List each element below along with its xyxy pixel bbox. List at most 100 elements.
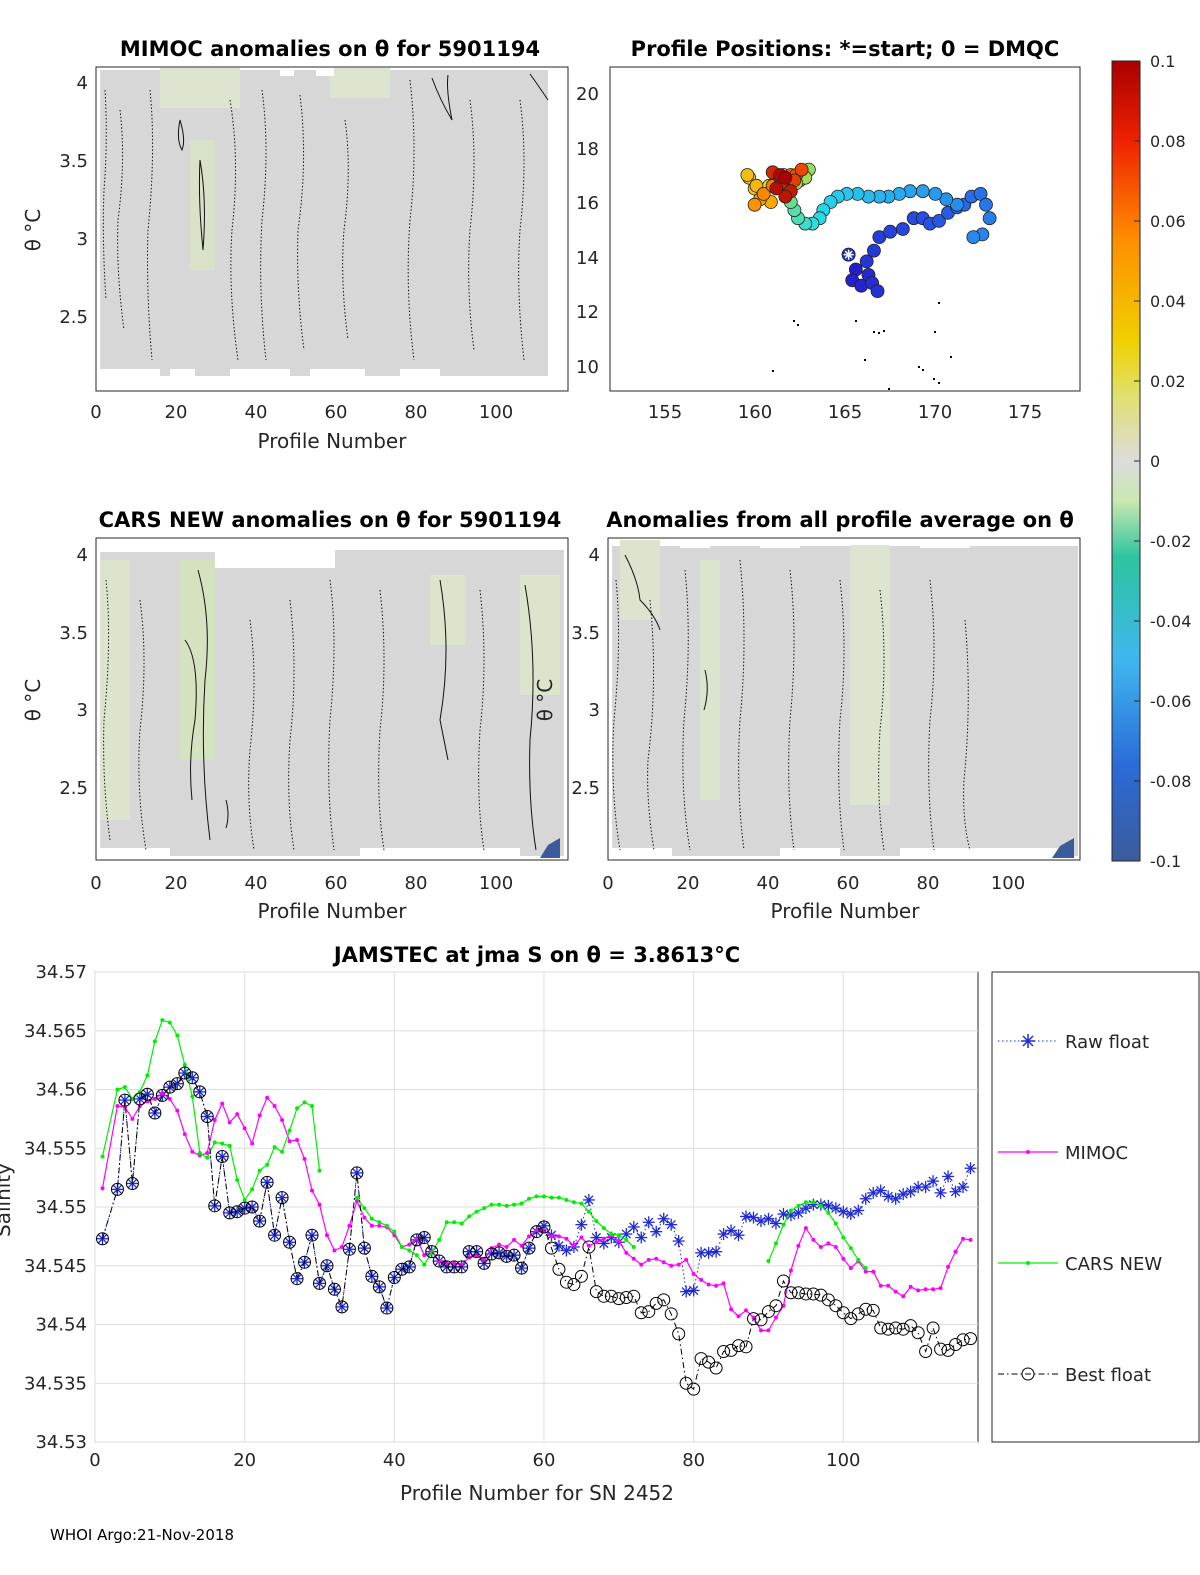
data-point (863, 1269, 868, 1274)
data-point (624, 1250, 629, 1255)
allavg-xtick: 40 (757, 873, 780, 894)
positions-x-axis: 155 160 165 170 175 (648, 402, 1042, 423)
data-point (197, 1150, 202, 1155)
colorbar: 0.1 0.08 0.06 0.04 0.02 0 -0.02 -0.04 -0.06 -0.08… (1111, 52, 1191, 871)
data-point (822, 1199, 835, 1212)
data-point (313, 1277, 326, 1290)
data-point (560, 1244, 573, 1257)
data-point (552, 1262, 566, 1276)
data-point (901, 1294, 906, 1299)
data-point (844, 1312, 858, 1326)
data-point (665, 1218, 678, 1231)
data-point (886, 1283, 891, 1288)
position-marker (740, 168, 755, 182)
data-point (732, 1339, 746, 1353)
data-point (777, 1208, 790, 1221)
data-point (739, 1340, 753, 1354)
data-point (312, 1276, 326, 1290)
data-point (564, 1236, 569, 1241)
data-point (462, 1245, 476, 1259)
data-point (878, 1283, 883, 1288)
data-point (589, 1285, 603, 1299)
data-point (601, 1236, 606, 1241)
data-point (687, 1284, 700, 1297)
salinity-title: JAMSTEC at jma S on θ = 3.8613°C (332, 943, 740, 967)
cars-xtick: 60 (325, 873, 348, 894)
data-point (773, 1315, 778, 1320)
data-point (627, 1289, 641, 1303)
data-point (250, 1141, 255, 1146)
data-point (452, 1261, 457, 1266)
data-point (384, 1223, 389, 1228)
data-point (447, 1260, 461, 1274)
data-point (515, 1262, 528, 1275)
data-point (422, 1253, 427, 1258)
series-mimoc (100, 1091, 973, 1333)
data-point (586, 1243, 591, 1248)
data-point (130, 1116, 135, 1121)
series-best-float (95, 1066, 978, 1396)
data-point (519, 1201, 524, 1206)
data-point (579, 1235, 584, 1240)
pos-ytick: 10 (576, 357, 599, 378)
data-point (160, 1091, 165, 1096)
data-point (676, 1262, 681, 1267)
data-point (949, 1185, 962, 1198)
data-point (609, 1232, 614, 1237)
data-point (280, 1149, 285, 1154)
data-point (616, 1233, 621, 1238)
data-point (95, 1232, 109, 1246)
data-point (512, 1202, 517, 1207)
data-point (444, 1261, 449, 1266)
data-point (365, 1269, 379, 1283)
data-point (957, 1181, 970, 1194)
data-point (714, 1283, 719, 1288)
data-point (497, 1202, 502, 1207)
pos-ytick: 12 (576, 302, 599, 323)
data-point (634, 1306, 648, 1320)
data-point (493, 1246, 506, 1259)
data-point (724, 1343, 738, 1357)
data-point (833, 1244, 838, 1249)
data-point (260, 1175, 274, 1189)
data-point (167, 1020, 172, 1025)
data-point (140, 1087, 154, 1101)
data-point (242, 1197, 247, 1202)
data-point (500, 1249, 514, 1263)
data-point (290, 1272, 304, 1286)
mimoc-xtick: 60 (325, 402, 348, 423)
data-point (829, 1202, 842, 1215)
salinity-ytick: 34.56 (35, 1080, 87, 1101)
data-point (272, 1145, 277, 1150)
cars-ytick: 3.5 (59, 623, 88, 644)
mimoc-title: MIMOC anomalies on θ for 5901194 (120, 37, 540, 61)
data-point (522, 1241, 536, 1255)
data-point (257, 1113, 262, 1118)
data-point (178, 1066, 192, 1080)
colorbar-tick-label: -0.1 (1150, 852, 1181, 871)
data-point (781, 1222, 786, 1227)
legend-label: Best float (1065, 1365, 1151, 1386)
data-point (317, 1168, 322, 1173)
data-point (709, 1361, 723, 1375)
data-point (215, 1149, 229, 1163)
data-point (661, 1260, 666, 1265)
data-point (519, 1243, 524, 1248)
mimoc-heatmap-panel: MIMOC anomalies on θ for 5901194 (21, 37, 569, 453)
data-point (407, 1248, 412, 1253)
data-point (766, 1328, 771, 1333)
data-point (579, 1201, 584, 1206)
data-point (208, 1199, 222, 1213)
data-point (848, 1266, 853, 1271)
colorbar-tick-label: 0.08 (1150, 132, 1186, 151)
data-point (133, 1092, 147, 1106)
data-point (287, 1139, 292, 1144)
allavg-x-axis: 0 20 40 60 80 100 (602, 873, 1025, 894)
data-point (766, 1259, 771, 1264)
mimoc-contours (102, 73, 549, 361)
data-point (968, 1237, 973, 1242)
position-markers (740, 162, 997, 299)
data-point (335, 1300, 348, 1313)
data-point (931, 1287, 936, 1292)
mimoc-x-axis: 0 20 40 60 80 100 (90, 402, 513, 423)
